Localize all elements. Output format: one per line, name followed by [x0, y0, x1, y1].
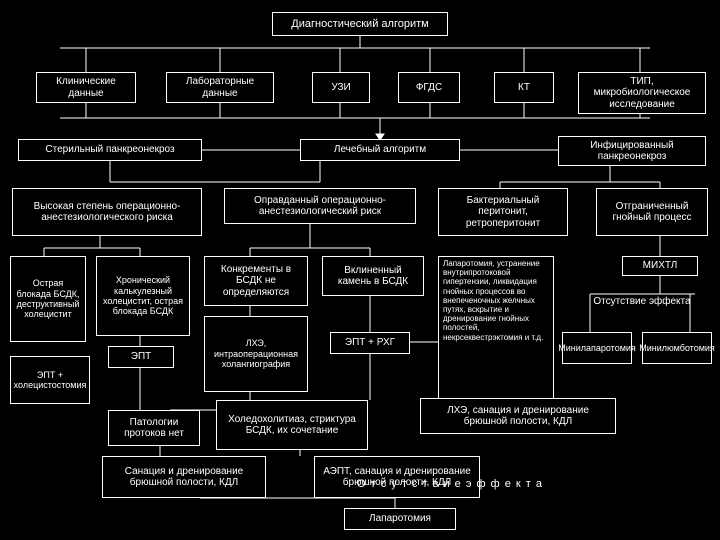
- node-oprav: Оправданный операционно-анестезиологичес…: [224, 188, 416, 224]
- node-lab: Лабораторные данные: [166, 72, 274, 103]
- node-kt: КТ: [494, 72, 554, 103]
- node-ept: ЭПТ: [108, 346, 174, 368]
- node-holed: Холедохолитиаз, стриктура БСДК, их сочет…: [216, 400, 368, 450]
- node-mihtl: МИХТЛ: [622, 256, 698, 276]
- node-ostr: Острая блокада БСДК, деструктивный холец…: [10, 256, 86, 342]
- node-lecheb: Лечебный алгоритм: [300, 139, 460, 161]
- node-chron: Хронический калькулезный холецистит, ост…: [96, 256, 190, 336]
- node-high: Высокая степень операционно-анестезиолог…: [12, 188, 202, 236]
- node-ept2: ЭПТ + холецистостомия: [10, 356, 90, 404]
- node-uzi: УЗИ: [312, 72, 370, 103]
- node-vklin: Вклиненный камень в БСДК: [322, 256, 424, 296]
- text-noeffect: Отсутствие эффекта: [572, 296, 712, 307]
- node-lhesan: ЛХЭ, санация и дренирование брюшной поло…: [420, 398, 616, 434]
- node-fgds: ФГДС: [398, 72, 460, 103]
- node-klin: Клинические данные: [36, 72, 136, 103]
- node-ogr: Отграниченный гнойный процесс: [596, 188, 708, 236]
- node-eptrhg: ЭПТ + РХГ: [330, 332, 410, 354]
- node-tip: ТИП, микробиологическое исследование: [578, 72, 706, 114]
- node-minilu: Минилюмботомия: [642, 332, 712, 364]
- node-mini: Минилапаротомия: [562, 332, 632, 364]
- node-diag: Диагностический алгоритм: [272, 12, 448, 36]
- node-aept: АЭПТ, санация и дренирование брюшной пол…: [314, 456, 480, 498]
- node-sandren: Санация и дренирование брюшной полости, …: [102, 456, 266, 498]
- text-noeffect2: О т с у т с т в и е э ф ф е к т а: [270, 478, 630, 490]
- node-lapar2: Лапаротомия: [344, 508, 456, 530]
- node-konk: Конкременты в БСДК не определяются: [204, 256, 308, 306]
- node-lhe: ЛХЭ, интраоперационная холангиография: [204, 316, 308, 392]
- node-bact: Бактериальный перитонит, ретроперитонит: [438, 188, 568, 236]
- node-infic: Инфицированный панкреонекроз: [558, 136, 706, 166]
- node-steril: Стерильный панкреонекроз: [18, 139, 202, 161]
- node-lapar: Лапаротомия, устранение внутрипротоковой…: [438, 256, 554, 416]
- node-patol: Патологии протоков нет: [108, 410, 200, 446]
